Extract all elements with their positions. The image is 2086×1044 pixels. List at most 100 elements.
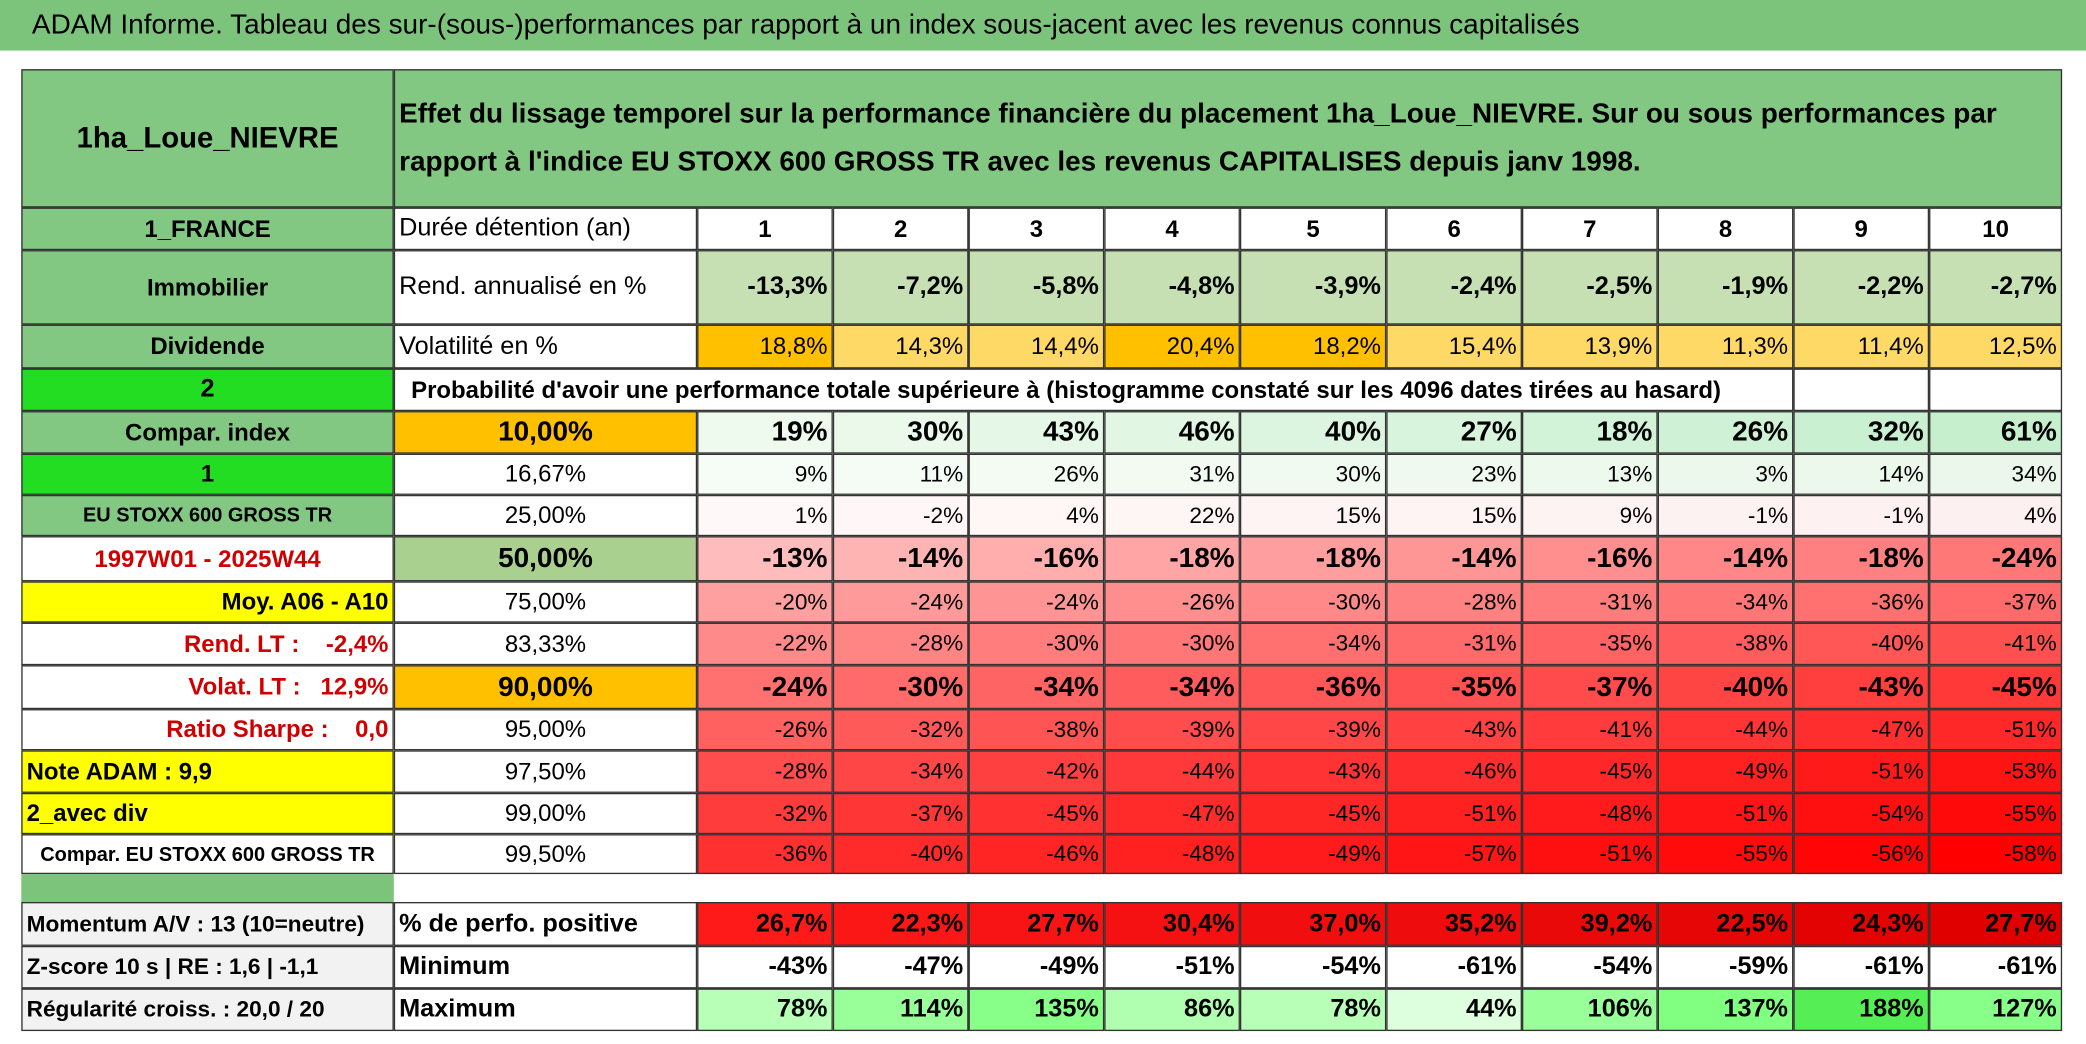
empty-cell [1793,368,1930,412]
probability-cell: -30% [1239,581,1387,623]
probability-cell: -48% [1104,834,1240,875]
probability-cell: -14% [1657,536,1794,582]
row-label: Z-score 10 s | RE : 1,6 | -1,1 [21,945,394,989]
probability-cell: -37% [1929,581,2063,623]
probability-cell: -34% [832,750,969,793]
probability-cell: 11% [832,453,969,495]
stat-cell: -49% [968,945,1105,989]
stat-cell: 78% [697,988,833,1032]
probability-cell: 34% [1929,453,2063,495]
probability-cell: -55% [1929,792,2063,835]
stat-cell: 127% [1929,988,2063,1032]
probability-cell: 14% [1793,453,1930,495]
value-cell: 14,3% [832,324,969,369]
value-cell: -2,7% [1929,250,2063,325]
row-label: 1997W01 - 2025W44 [21,536,394,582]
probability-cell: 18% [1521,411,1658,454]
probability-cell: -31% [1521,581,1658,623]
probability-cell: -48% [1521,792,1658,835]
value-cell: 8 [1657,207,1794,251]
fund-name: 1ha_Loue_NIEVRE [21,69,394,208]
value-cell: -3,9% [1239,250,1387,325]
probability-cell: 3% [1657,453,1794,495]
stat-cell: 22,5% [1657,902,1794,946]
row-label: Immobilier [21,250,394,325]
stat-cell: -47% [832,945,969,989]
threshold: 25,00% [393,494,698,537]
probability-cell: -38% [1657,622,1794,666]
probability-cell: 15% [1239,494,1387,537]
row-label: EU STOXX 600 GROSS TR [21,494,394,537]
stat-cell: 135% [968,988,1105,1032]
probability-cell: 46% [1104,411,1240,454]
value-cell: 13,9% [1521,324,1658,369]
threshold: 16,67% [393,453,698,495]
probability-cell: -46% [1386,750,1522,793]
value-cell: 4 [1104,207,1240,251]
probability-cell: -30% [832,665,969,710]
probability-cell: -38% [968,709,1105,751]
spacer [21,874,394,903]
probability-cell: -36% [1239,665,1387,710]
threshold: 90,00% [393,665,698,710]
value-cell: -2,4% [1386,250,1522,325]
probability-cell: 26% [968,453,1105,495]
caption: Probabilité d'avoir une performance tota… [393,368,1794,412]
stat-cell: 106% [1521,988,1658,1032]
probability-cell: 23% [1386,453,1522,495]
value-cell: 18,8% [697,324,833,369]
probability-cell: -24% [1929,536,2063,582]
value-cell: 3 [968,207,1105,251]
probability-cell: -14% [1386,536,1522,582]
row-label: Compar. EU STOXX 600 GROSS TR [21,834,394,875]
value-cell: -4,8% [1104,250,1240,325]
probability-cell: -43% [1386,709,1522,751]
value-cell: 5 [1239,207,1387,251]
value-cell: 12,5% [1929,324,2063,369]
probability-cell: 31% [1104,453,1240,495]
probability-cell: -56% [1793,834,1930,875]
probability-cell: -1% [1793,494,1930,537]
value-cell: -13,3% [697,250,833,325]
probability-cell: -26% [1104,581,1240,623]
probability-cell: -46% [968,834,1105,875]
stat-cell: -54% [1239,945,1387,989]
probability-cell: -45% [1239,792,1387,835]
probability-cell: -45% [1929,665,2063,710]
row-name: % de perfo. positive [393,902,698,946]
description: Effet du lissage temporel sur la perform… [393,69,2063,208]
probability-cell: 9% [1521,494,1658,537]
probability-cell: 43% [968,411,1105,454]
row-label: Compar. index [21,411,394,454]
probability-cell: -13% [697,536,833,582]
probability-cell: -32% [697,792,833,835]
probability-cell: -43% [1793,665,1930,710]
probability-cell: 32% [1793,411,1930,454]
probability-cell: -18% [1793,536,1930,582]
stat-cell: 39,2% [1521,902,1658,946]
probability-cell: -51% [1793,750,1930,793]
row-name: Minimum [393,945,698,989]
probability-cell: 40% [1239,411,1387,454]
probability-cell: -16% [1521,536,1658,582]
probability-cell: -39% [1104,709,1240,751]
value-cell: -2,2% [1793,250,1930,325]
probability-cell: -37% [1521,665,1658,710]
row-label: 2 [21,368,394,412]
probability-cell: -36% [697,834,833,875]
probability-cell: -53% [1929,750,2063,793]
threshold: 97,50% [393,750,698,793]
stat-cell: -61% [1929,945,2063,989]
probability-cell: -41% [1929,622,2063,666]
row-label: 1 [21,453,394,495]
threshold: 95,00% [393,709,698,751]
row-label: Moy. A06 - A10 [21,581,394,623]
value-cell: 15,4% [1386,324,1522,369]
probability-cell: -51% [1521,834,1658,875]
probability-cell: -24% [968,581,1105,623]
threshold: 10,00% [393,411,698,454]
stat-cell: 86% [1104,988,1240,1032]
stat-cell: -61% [1386,945,1522,989]
row-label: Ratio Sharpe : 0,0 [21,709,394,751]
